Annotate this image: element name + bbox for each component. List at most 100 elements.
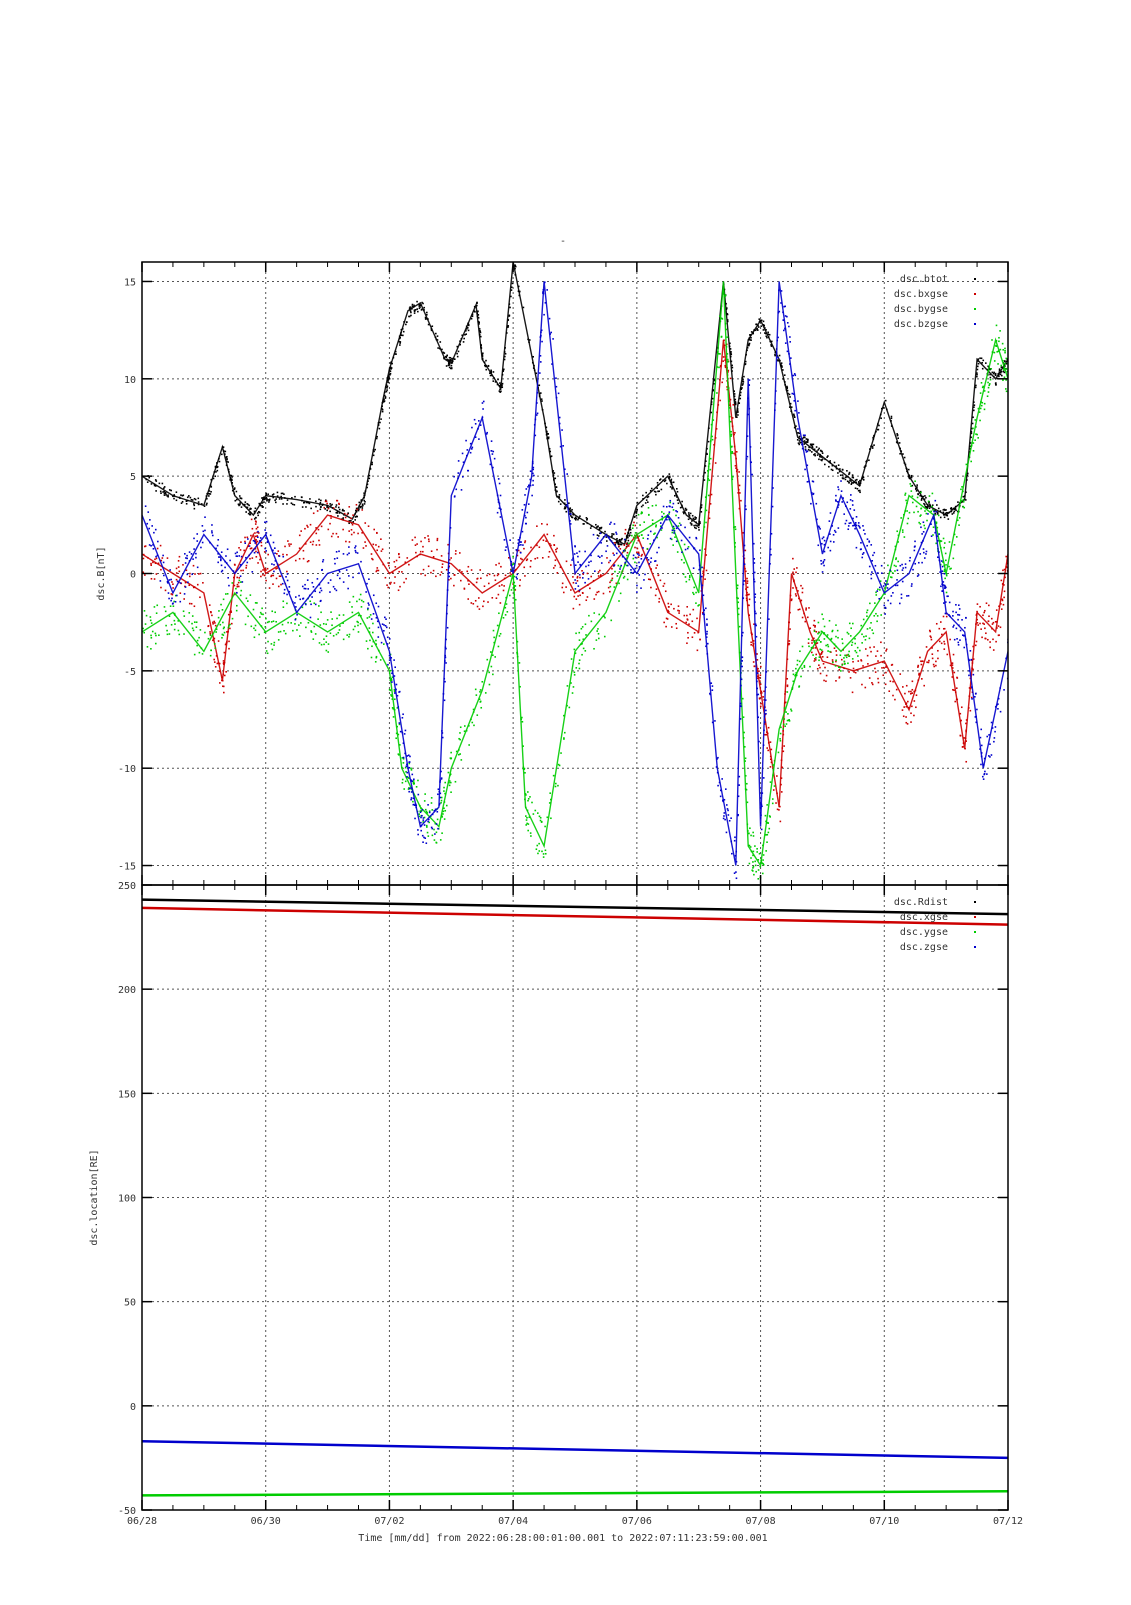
data-point xyxy=(965,719,968,721)
data-point xyxy=(494,579,497,582)
data-point xyxy=(896,434,899,437)
data-point xyxy=(481,354,484,357)
data-point xyxy=(970,430,973,433)
data-point xyxy=(198,573,200,575)
data-point xyxy=(492,654,494,657)
data-point xyxy=(991,623,994,625)
data-point xyxy=(962,498,965,501)
data-point xyxy=(767,749,769,752)
data-point xyxy=(622,577,625,579)
data-point xyxy=(701,611,704,614)
data-point xyxy=(723,798,726,801)
data-point xyxy=(1002,359,1004,362)
data-point xyxy=(375,616,378,619)
data-point xyxy=(582,571,585,574)
data-point xyxy=(745,458,748,460)
data-point xyxy=(263,574,266,577)
data-point xyxy=(708,479,711,482)
data-point xyxy=(709,692,711,695)
data-point xyxy=(417,310,419,313)
data-point xyxy=(159,580,162,582)
data-point xyxy=(720,335,723,338)
data-point xyxy=(784,693,786,695)
data-point xyxy=(527,829,529,832)
data-point xyxy=(473,310,476,312)
data-point xyxy=(649,530,652,533)
data-point xyxy=(262,573,264,576)
data-point xyxy=(215,465,218,468)
data-point xyxy=(779,732,782,735)
data-point xyxy=(286,499,289,501)
data-point xyxy=(150,622,153,624)
data-point xyxy=(200,546,202,549)
data-point xyxy=(346,634,349,636)
data-point xyxy=(155,555,157,558)
data-point xyxy=(282,600,285,603)
data-point xyxy=(595,526,598,528)
data-point xyxy=(215,655,218,657)
data-point xyxy=(958,614,961,616)
data-point xyxy=(205,495,208,497)
data-point xyxy=(266,541,269,543)
data-point xyxy=(570,516,573,518)
data-point xyxy=(335,532,338,535)
data-point xyxy=(384,397,387,399)
data-point xyxy=(854,642,857,645)
data-point xyxy=(587,584,589,586)
data-point xyxy=(928,502,930,504)
data-point xyxy=(222,627,225,630)
data-point xyxy=(274,547,276,549)
data-point xyxy=(919,522,922,525)
data-point xyxy=(822,562,824,564)
data-point xyxy=(847,528,850,531)
data-point xyxy=(497,593,500,596)
data-point xyxy=(611,533,613,535)
data-point xyxy=(214,666,217,668)
data-point xyxy=(765,731,768,733)
data-point xyxy=(368,604,370,606)
data-point xyxy=(997,625,1000,627)
data-point xyxy=(251,557,254,559)
data-point xyxy=(223,626,225,629)
data-point xyxy=(848,481,850,483)
data-point xyxy=(861,556,864,559)
data-point xyxy=(862,618,865,621)
data-point xyxy=(685,508,688,511)
data-point xyxy=(231,489,234,492)
data-point xyxy=(790,357,792,359)
data-point xyxy=(813,629,816,632)
data-point xyxy=(980,628,982,630)
data-point xyxy=(973,401,975,403)
data-point xyxy=(779,738,781,740)
data-point xyxy=(225,555,227,557)
data-point xyxy=(981,367,984,370)
data-point xyxy=(868,637,871,640)
data-point xyxy=(922,521,925,524)
data-point xyxy=(759,674,762,676)
data-point xyxy=(682,573,685,576)
data-point xyxy=(829,512,832,514)
data-point xyxy=(870,445,872,448)
data-point xyxy=(945,509,947,511)
data-point xyxy=(538,546,541,549)
data-point xyxy=(748,379,751,381)
data-point xyxy=(963,634,965,637)
data-point xyxy=(417,829,419,831)
data-point xyxy=(191,627,194,630)
data-point xyxy=(240,569,242,572)
data-point xyxy=(940,585,942,588)
data-point xyxy=(345,540,347,543)
data-point xyxy=(783,718,786,720)
data-point xyxy=(410,769,413,771)
data-point xyxy=(371,461,373,464)
data-point xyxy=(365,640,368,642)
data-point xyxy=(793,413,795,416)
data-point xyxy=(800,441,802,444)
data-point xyxy=(754,860,756,863)
data-point xyxy=(953,638,956,641)
data-point xyxy=(756,328,758,330)
data-point xyxy=(623,538,626,541)
data-point xyxy=(620,543,622,546)
data-point xyxy=(231,482,234,484)
data-point xyxy=(737,414,739,416)
